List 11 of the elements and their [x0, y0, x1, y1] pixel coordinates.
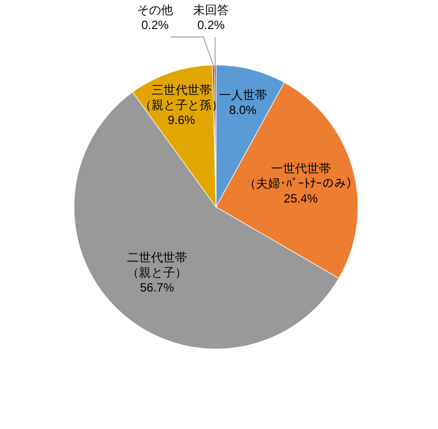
slice-label: その他 [137, 3, 173, 17]
slice-label: 一人世帯 [218, 88, 267, 102]
data-label: 0.2% [141, 18, 169, 32]
data-label: 56.7% [140, 280, 174, 294]
data-label: 0.2% [197, 18, 225, 32]
data-label: 25.4% [284, 191, 318, 206]
slice-label: 未回答 [193, 3, 229, 17]
slice-label: 二世代世帯（親と子） [127, 250, 187, 280]
data-label: 9.6% [168, 112, 196, 127]
data-label: 8.0% [229, 102, 257, 117]
slice-label: 一世代世帯（夫婦･ﾊﾟｰﾄﾅｰのみ） [244, 161, 358, 190]
